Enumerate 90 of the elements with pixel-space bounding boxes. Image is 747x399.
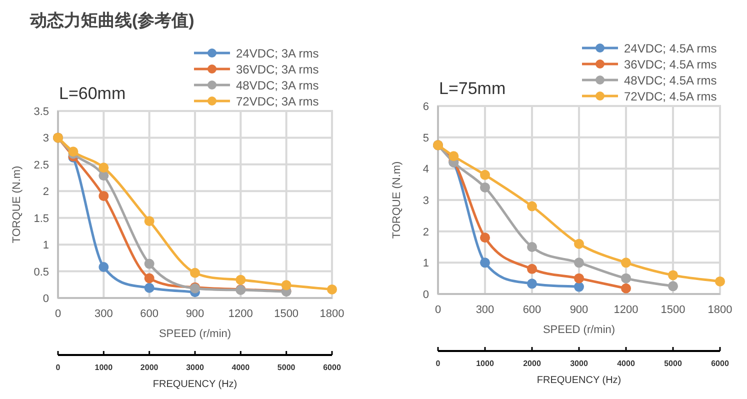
- point: [190, 268, 200, 278]
- x-tick-label: 900: [570, 304, 588, 316]
- x2-tick-label: 2000: [140, 363, 159, 372]
- legend-label: 24VDC; 4.5A rms: [624, 42, 717, 56]
- x2-axis-title: FREQUENCY (Hz): [536, 375, 622, 386]
- x-tick-label: 900: [186, 308, 204, 320]
- y-tick-label: 0.5: [34, 266, 49, 278]
- point: [144, 282, 154, 293]
- x2-tick-label: 4000: [617, 359, 636, 368]
- point: [715, 276, 725, 286]
- legend-label: 48VDC; 3A rms: [236, 78, 319, 92]
- point: [480, 258, 490, 268]
- x-tick-label: 300: [94, 308, 113, 320]
- point: [527, 278, 537, 289]
- x2-tick-label: 6000: [323, 363, 342, 372]
- legend-label: 72VDC; 3A rms: [236, 94, 319, 108]
- point: [527, 201, 537, 212]
- point: [98, 162, 109, 173]
- point: [98, 190, 109, 201]
- legend-label: 36VDC; 3A rms: [236, 62, 319, 76]
- y-tick-label: 6: [422, 101, 429, 113]
- x2-tick-label: 3000: [570, 359, 588, 368]
- point: [144, 258, 154, 269]
- legend-label: 72VDC; 4.5A rms: [624, 90, 717, 104]
- y-tick-label: 4: [422, 164, 429, 176]
- x-tick-label: 600: [522, 304, 542, 316]
- legend-label: 48VDC; 4.5A rms: [624, 74, 717, 88]
- y-tick-label: 5: [422, 132, 429, 144]
- x-tick-label: 1800: [708, 304, 732, 316]
- x2-tick-label: 5000: [277, 363, 296, 372]
- point: [621, 283, 631, 294]
- x-tick-label: 1200: [228, 308, 253, 320]
- y-tick-label: 3.5: [34, 106, 49, 118]
- point: [527, 264, 537, 274]
- x2-tick-label: 4000: [232, 363, 250, 372]
- x-tick-label: 0: [54, 308, 62, 320]
- y-tick-label: 0: [422, 289, 429, 301]
- point: [281, 280, 292, 290]
- point: [480, 182, 490, 192]
- point: [621, 258, 631, 268]
- x-axis-title: SPEED (r/min): [158, 328, 232, 340]
- y-tick-label: 0: [42, 293, 49, 305]
- x2-tick-label: 1000: [94, 363, 114, 372]
- point: [574, 258, 584, 268]
- y-tick-label: 2: [42, 186, 49, 198]
- x-tick-label: 0: [434, 304, 442, 316]
- y-axis-title: TORQUE (N.m): [11, 166, 23, 244]
- x2-tick-label: 3000: [186, 363, 204, 372]
- point: [480, 170, 490, 180]
- point: [668, 270, 678, 280]
- y-tick-label: 2.5: [34, 159, 49, 172]
- x-tick-label: 1800: [320, 308, 344, 320]
- text: L=60mm: [59, 84, 126, 103]
- point: [574, 282, 584, 292]
- y-tick-label: 3: [42, 132, 49, 145]
- point: [327, 284, 337, 294]
- x-tick-label: 600: [140, 308, 159, 320]
- point: [144, 273, 154, 284]
- x2-tick-label: 6000: [711, 359, 730, 368]
- y-tick-label: 1: [42, 240, 49, 252]
- text: L=75mm: [439, 79, 506, 98]
- legend-label: 24VDC; 3A rms: [236, 46, 319, 60]
- point: [574, 273, 584, 284]
- y-tick-label: 1: [422, 258, 429, 270]
- x-tick-label: 300: [476, 304, 494, 316]
- point: [98, 262, 109, 272]
- x2-tick-label: 0: [56, 363, 61, 372]
- point: [480, 232, 490, 243]
- y-tick-label: 1.5: [34, 212, 49, 225]
- x2-tick-label: 0: [436, 359, 441, 368]
- legend-label: 36VDC; 4.5A rms: [624, 58, 717, 72]
- x2-tick-label: 2000: [523, 359, 542, 368]
- point: [621, 273, 631, 284]
- y-tick-label: 2: [422, 226, 429, 238]
- point: [668, 281, 678, 292]
- point: [448, 151, 459, 162]
- x-tick-label: 1200: [614, 304, 638, 316]
- x-axis-title: SPEED (r/min): [542, 324, 616, 336]
- x-tick-label: 1500: [660, 304, 686, 316]
- point: [527, 242, 537, 252]
- point: [236, 274, 246, 285]
- chart-title: 动态力矩曲线(参考值): [29, 11, 194, 30]
- x2-tick-label: 5000: [664, 359, 682, 368]
- point: [574, 238, 584, 249]
- x2-axis-title: FREQUENCY (Hz): [152, 379, 238, 390]
- y-tick-label: 3: [422, 195, 429, 207]
- point: [144, 216, 154, 226]
- x-tick-label: 1500: [274, 308, 299, 320]
- x2-tick-label: 1000: [476, 359, 494, 368]
- y-axis-title: TORQUE (N.m): [391, 161, 403, 239]
